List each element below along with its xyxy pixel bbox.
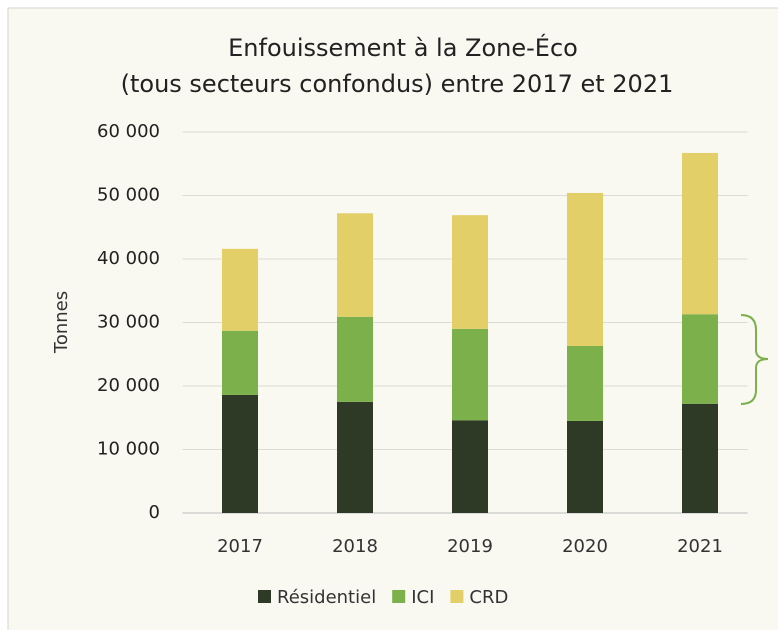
bar-segment	[337, 401, 373, 513]
y-tick-label: 40 000	[97, 248, 160, 269]
y-tick-label: 50 000	[97, 185, 160, 206]
bar-segment	[452, 420, 488, 513]
x-tick-label: 2021	[677, 536, 723, 557]
bar-segment	[337, 213, 373, 317]
legend-label: Résidentiel	[277, 587, 376, 608]
chart-background	[7, 7, 778, 630]
y-tick-label: 30 000	[97, 312, 160, 333]
bar-segment	[452, 215, 488, 329]
y-tick-label: 20 000	[97, 375, 160, 396]
chart-title: Enfouissement à la Zone-Éco	[228, 33, 578, 62]
bar-segment	[337, 316, 373, 402]
bar-segment	[222, 394, 258, 513]
brace	[740, 314, 769, 405]
bar-segment	[222, 248, 258, 331]
x-tick-label: 2017	[217, 536, 263, 557]
bar-segment	[682, 314, 718, 404]
chart-title: (tous secteurs confondus) entre 2017 et …	[121, 70, 674, 98]
x-tick-label: 2018	[332, 536, 378, 557]
bar-segment	[682, 152, 718, 315]
bar-segment	[567, 192, 603, 346]
legend-swatch	[450, 590, 464, 603]
bar-segment	[222, 330, 258, 395]
x-tick-label: 2020	[562, 536, 608, 557]
legend-label: CRD	[469, 587, 508, 608]
x-tick-label: 2019	[447, 536, 493, 557]
bar-segment	[682, 403, 718, 513]
legend-swatch	[258, 590, 271, 603]
legend-label: ICI	[411, 587, 434, 608]
y-tick-label: 0	[149, 502, 160, 523]
bar-segment	[567, 345, 603, 421]
legend-swatch	[392, 590, 406, 603]
y-axis-label: Tonnes	[51, 291, 72, 354]
bar-segment	[452, 328, 488, 421]
y-tick-label: 10 000	[97, 439, 160, 460]
y-tick-label: 60 000	[97, 121, 160, 142]
bar-segment	[567, 420, 603, 513]
